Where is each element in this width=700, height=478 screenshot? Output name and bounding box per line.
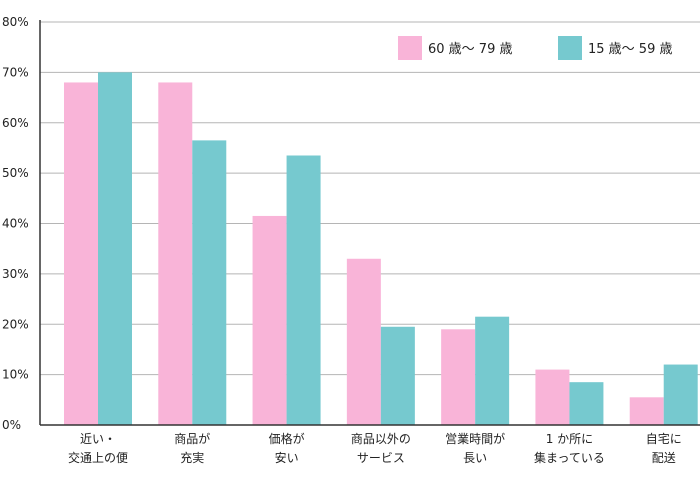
y-tick-label: 70% (2, 65, 29, 79)
bar (158, 82, 193, 425)
legend-swatch (398, 36, 422, 60)
x-tick-label: 配送 (652, 450, 676, 465)
bar (569, 382, 604, 425)
bar (98, 72, 132, 425)
y-tick-label: 60% (2, 116, 29, 130)
x-tick-label: 近い・ (80, 432, 116, 446)
y-tick-label: 0% (2, 418, 21, 432)
y-tick-label: 20% (2, 317, 29, 331)
bar (629, 397, 664, 425)
x-tick-label: 価格が (269, 431, 305, 446)
x-tick-label: 自宅に (646, 431, 682, 446)
x-tick-label: 安い (275, 450, 299, 465)
y-tick-label: 30% (2, 267, 29, 281)
bar (192, 140, 227, 425)
bar (64, 82, 98, 425)
legend-swatch (558, 36, 582, 60)
x-tick-label: サービス (357, 451, 405, 465)
legend: 60 歳〜 79 歳 15 歳〜 59 歳 (398, 36, 672, 60)
bar (346, 258, 381, 425)
bar (475, 316, 510, 425)
bar (535, 369, 570, 425)
bar (380, 326, 415, 425)
x-tick-label: 集まっている (534, 450, 605, 465)
bar (252, 215, 287, 425)
x-tick-label: 商品が (174, 431, 210, 446)
legend-label: 60 歳〜 79 歳 (428, 42, 512, 57)
x-tick-label: 充実 (180, 450, 204, 465)
x-tick-label: 交通上の便 (68, 450, 128, 465)
legend-label: 15 歳〜 59 歳 (588, 42, 672, 57)
bar (286, 155, 321, 425)
bar (663, 364, 698, 425)
y-tick-label: 50% (2, 166, 29, 180)
x-tick-label: 商品以外の (351, 431, 411, 446)
y-tick-label: 80% (2, 15, 29, 29)
x-tick-label: 長い (463, 451, 487, 465)
bars (64, 72, 698, 425)
bar (441, 329, 476, 425)
y-axis-ticks: 0% 10% 20% 30% 40% 50% 60% 70% 80% (2, 15, 29, 432)
x-tick-label: 1 か所に (546, 432, 593, 446)
x-tick-label: 営業時間が (445, 431, 505, 446)
y-tick-label: 10% (2, 368, 29, 382)
y-tick-label: 40% (2, 217, 29, 231)
